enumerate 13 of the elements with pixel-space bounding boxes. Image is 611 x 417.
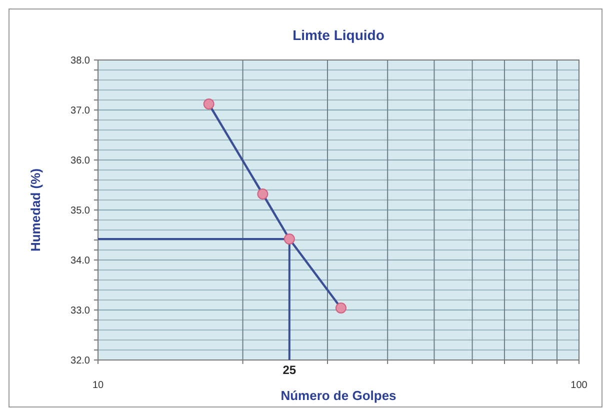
ref-line-label: 25: [282, 363, 296, 377]
y-tick-label: 33.0: [70, 306, 90, 316]
y-tick-label: 35.0: [70, 206, 90, 216]
y-tick-label: 38.0: [70, 56, 90, 66]
x-axis-title: Número de Golpes: [280, 388, 396, 403]
y-tick-label: 32.0: [70, 356, 90, 366]
y-tick-label: 34.0: [70, 256, 90, 266]
y-tick-label: 37.0: [70, 106, 90, 116]
chart-title: Limte Liquido: [292, 27, 384, 43]
y-tick-label: 36.0: [70, 156, 90, 166]
x-tick-label: 10: [92, 380, 104, 391]
y-axis-title: Humedad (%): [28, 168, 43, 252]
x-tick-label: 100: [570, 380, 588, 391]
